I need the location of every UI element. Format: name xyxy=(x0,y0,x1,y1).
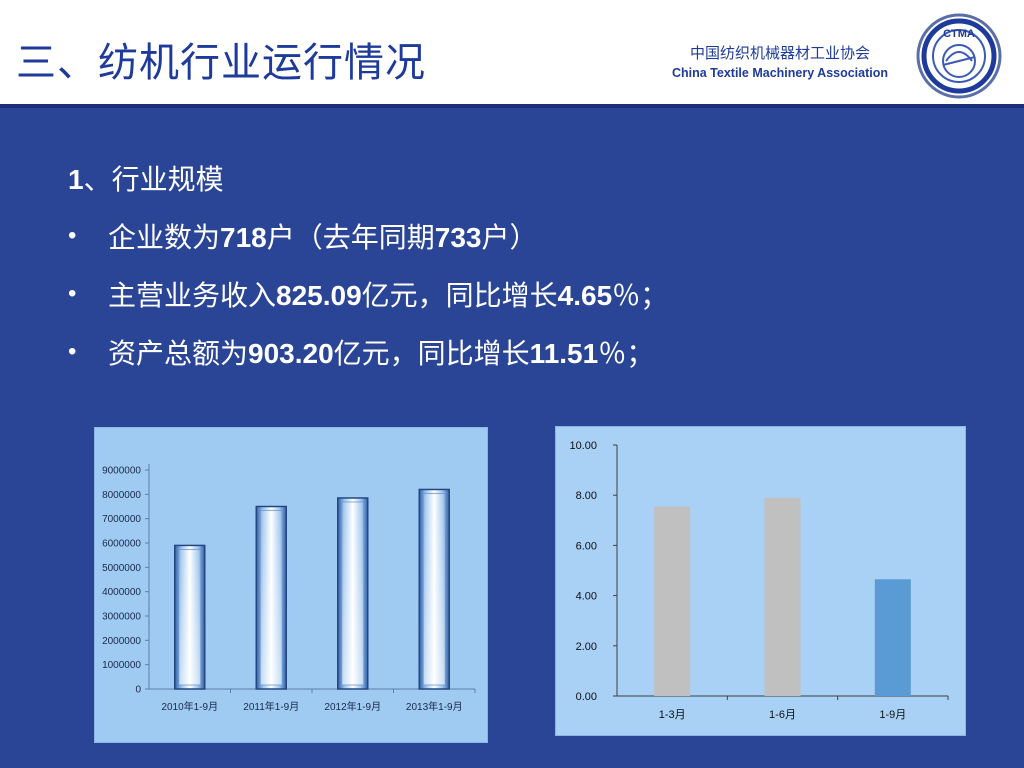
bar xyxy=(874,579,911,696)
bar xyxy=(654,506,691,696)
bullet-text: 资产总额为903.20亿元，同比增长11.51％； xyxy=(108,332,654,372)
y-tick-label: 2.00 xyxy=(576,641,597,653)
x-tick-label: 2011年1-9月 xyxy=(243,700,299,713)
x-tick-label: 1-9月 xyxy=(879,709,906,721)
x-tick-label: 1-3月 xyxy=(659,709,686,721)
bar-highlight xyxy=(178,549,202,686)
bullet-text-part: ％； xyxy=(612,279,669,312)
bullet-text-part: 亿元，同比增长 xyxy=(333,337,530,370)
bar-highlight xyxy=(341,501,365,686)
bullet-dot: • xyxy=(68,338,77,365)
y-tick-label: 0 xyxy=(135,685,141,696)
bullet-dot: • xyxy=(68,280,77,307)
bullet-number: 11.51 xyxy=(529,338,599,369)
bar-highlight xyxy=(259,510,283,686)
y-tick-label: 8000000 xyxy=(102,490,141,501)
bar-chart-2: 0.00 2.00 4.00 6.00 8.00 10.00 1-3月 1-6月 1-9月 xyxy=(569,440,949,721)
bullet-number: 825.09 xyxy=(276,280,362,311)
bullet-text: 主营业务收入825.09亿元，同比增长4.65％； xyxy=(108,274,668,314)
section-heading-number: 1 xyxy=(68,164,84,195)
bullet-text-part: 主营业务收入 xyxy=(108,279,277,312)
bar-highlight xyxy=(422,493,446,686)
y-tick-label: 5000000 xyxy=(102,563,141,574)
bullet-text-part: ％； xyxy=(598,337,655,370)
bar xyxy=(764,497,801,696)
logo-text: CTMA xyxy=(943,28,975,40)
ctma-logo-icon: CTMA xyxy=(916,13,1002,99)
y-tick-label: 2000000 xyxy=(102,636,141,647)
growth-rate-chart: 0.00 2.00 4.00 6.00 8.00 10.00 1-3月 1-6月 1-9月 xyxy=(555,426,966,736)
bullet-number: 733 xyxy=(434,222,482,253)
x-tick-label: 1-6月 xyxy=(769,709,796,721)
slide-header: 三、纺机行业运行情况 中国纺织机械器材工业协会 China Textile Ma… xyxy=(0,0,1024,108)
bullet-text-part: 资产总额为 xyxy=(108,337,249,370)
y-tick-label: 7000000 xyxy=(102,514,141,525)
y-tick-label: 6.00 xyxy=(576,540,597,552)
bullet-dot: • xyxy=(68,222,77,249)
y-tick-label: 4.00 xyxy=(576,591,597,603)
bullet-number: 718 xyxy=(220,222,267,253)
bullet-text-part: 户） xyxy=(481,221,538,254)
bullet-number: 903.20 xyxy=(248,338,334,369)
bullet-number: 4.65 xyxy=(557,280,613,311)
x-tick-label: 2013年1-9月 xyxy=(406,700,463,713)
association-name-cn: 中国纺织机械器材工业协会 xyxy=(689,44,870,62)
slide-title: 三、纺机行业运行情况 xyxy=(16,40,426,86)
y-tick-label: 6000000 xyxy=(102,539,141,550)
section-heading: 1、行业规模 xyxy=(68,158,224,198)
enterprise-revenue-chart: 0 1000000 2000000 3000000 4000000 5000000 6000… xyxy=(94,427,488,743)
x-tick-label: 2010年1-9月 xyxy=(161,700,218,713)
y-tick-label: 1000000 xyxy=(102,660,141,671)
bullet-text-part: 户（去年同期 xyxy=(266,221,435,254)
bar-chart-1: 0 1000000 2000000 3000000 4000000 5000000 6000… xyxy=(102,464,476,713)
y-tick-label: 9000000 xyxy=(102,466,141,477)
y-tick-label: 4000000 xyxy=(102,587,141,598)
bullet-text-part: 亿元，同比增长 xyxy=(361,279,558,312)
y-tick-label: 8.00 xyxy=(576,490,597,502)
bullet-text-part: 企业数为 xyxy=(108,221,221,254)
association-name-en: China Textile Machinery Association xyxy=(671,66,889,80)
y-tick-label: 0.00 xyxy=(576,691,597,703)
y-tick-label: 3000000 xyxy=(102,612,141,623)
bullet-text: 企业数为718户（去年同期733户） xyxy=(108,216,537,256)
section-heading-text: 、行业规模 xyxy=(83,163,224,196)
x-tick-label: 2012年1-9月 xyxy=(324,700,381,713)
y-tick-label: 10.00 xyxy=(569,440,597,452)
content-area: 1、行业规模 • 企业数为718户（去年同期733户） • 主营业务收入825.… xyxy=(68,158,668,372)
